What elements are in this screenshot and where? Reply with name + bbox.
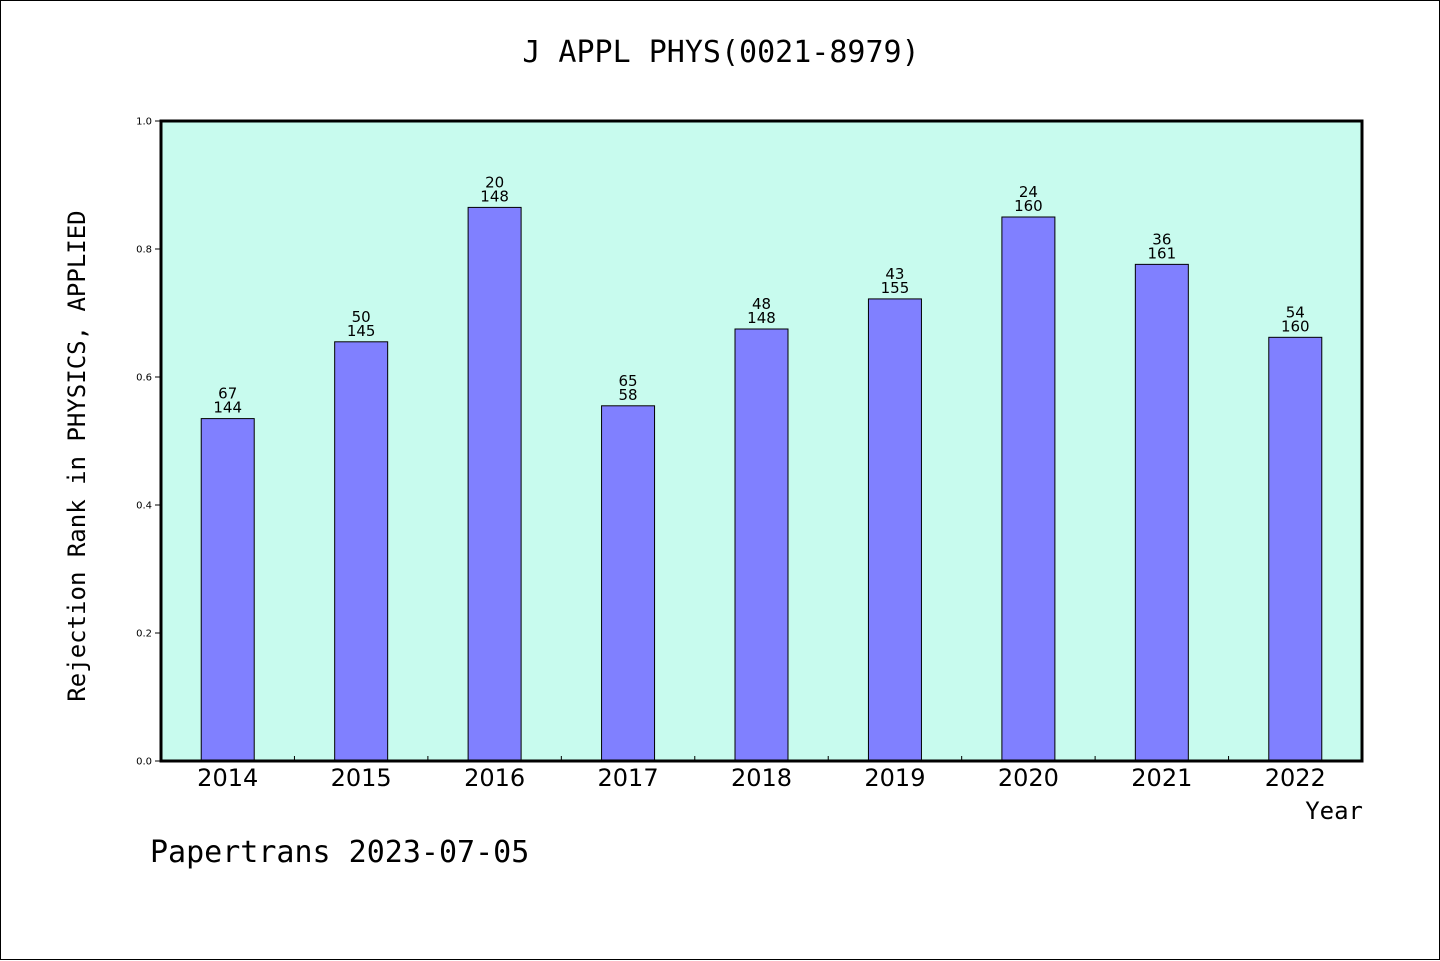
bar xyxy=(1268,336,1323,762)
bar-label-bottom: 148 xyxy=(747,309,776,327)
bar xyxy=(867,298,922,762)
y-tick-label: 1.0 xyxy=(136,117,152,128)
chart-title: J APPL PHYS(0021-8979) xyxy=(522,35,920,70)
bar-label-top: 65 xyxy=(619,372,638,390)
bar xyxy=(601,405,656,762)
bar-label-bottom: 144 xyxy=(213,399,242,417)
bar-label-bottom: 160 xyxy=(1281,317,1310,335)
bar-label-bottom: 58 xyxy=(619,386,638,404)
x-tick-label: 2019 xyxy=(864,764,925,792)
x-axis-label: Year xyxy=(1305,797,1363,825)
bar xyxy=(1134,263,1189,762)
y-tick-label: 0.6 xyxy=(136,373,152,384)
x-tick-label: 2017 xyxy=(598,764,659,792)
bar-label-bottom: 161 xyxy=(1148,244,1177,262)
bar-label-top: 36 xyxy=(1152,230,1171,248)
bar-label-top: 67 xyxy=(218,385,237,403)
bar-label-top: 20 xyxy=(485,173,504,191)
bar-label-bottom: 155 xyxy=(881,279,910,297)
bar-label-top: 54 xyxy=(1286,303,1305,321)
x-tick-label: 2015 xyxy=(331,764,392,792)
y-ticks-group: 0.0 0.2 0.4 0.6 0.8 1.0 xyxy=(136,117,161,768)
plot-border xyxy=(159,119,1364,763)
bar xyxy=(200,418,255,762)
bar-label-top: 43 xyxy=(885,265,904,283)
y-tick-label: 0.8 xyxy=(136,245,152,256)
y-tick-label: 0.4 xyxy=(136,501,152,512)
x-tick-label: 2016 xyxy=(464,764,525,792)
footer-credit: Papertrans 2023-07-05 xyxy=(150,835,530,870)
bar-label-bottom: 145 xyxy=(347,322,376,340)
bar xyxy=(1001,216,1056,762)
x-tick-label: 2021 xyxy=(1131,764,1192,792)
x-tick-label: 2020 xyxy=(998,764,1059,792)
bar xyxy=(467,206,522,762)
x-ticks-group: 2014 2015 2016 2017 2018 2019 2020 2021 2022 xyxy=(197,756,1326,792)
x-tick-label: 2014 xyxy=(197,764,258,792)
bar xyxy=(734,328,789,762)
x-tick-label: 2018 xyxy=(731,764,792,792)
bar-label-bottom: 148 xyxy=(480,187,509,205)
bar-label-bottom: 160 xyxy=(1014,197,1043,215)
y-tick-label: 0.2 xyxy=(136,629,152,640)
bar-label-top: 48 xyxy=(752,295,771,313)
x-tick-label: 2022 xyxy=(1265,764,1326,792)
bars-group: 6714450145201486558481484315524160361615… xyxy=(200,173,1323,762)
bar xyxy=(334,341,389,762)
bar-label-top: 50 xyxy=(352,308,371,326)
bar-label-top: 24 xyxy=(1019,183,1038,201)
y-tick-label: 0.0 xyxy=(136,757,152,768)
